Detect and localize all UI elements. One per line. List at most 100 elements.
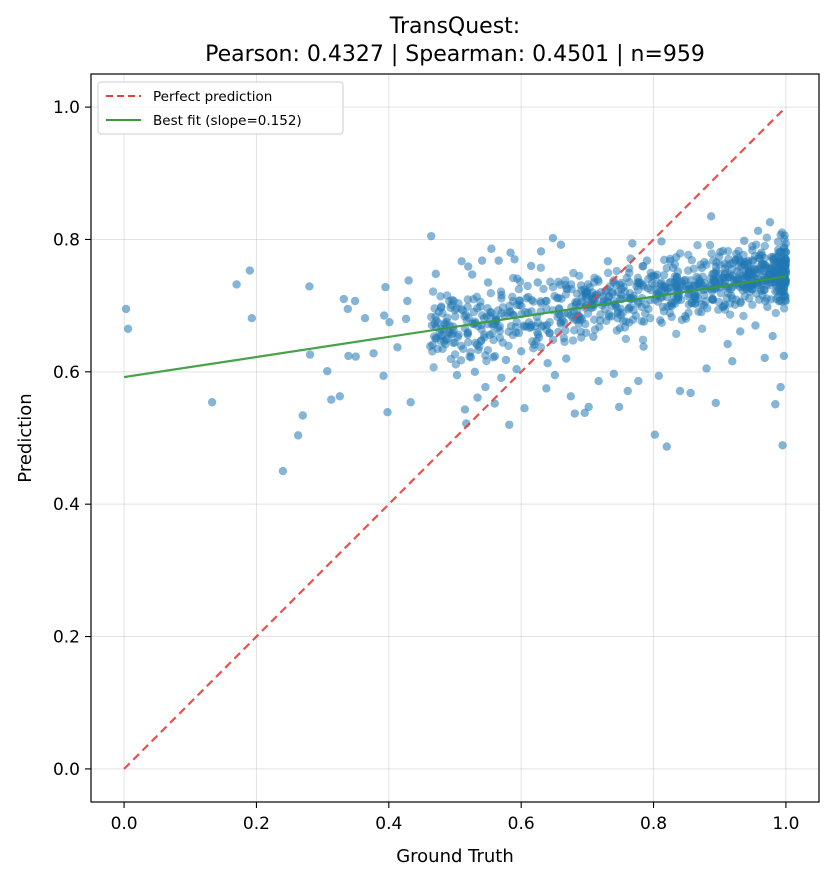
scatter-point-cluster-48: [451, 312, 460, 321]
scatter-point-100: [706, 212, 716, 221]
scatter-point-cluster-418: [714, 305, 723, 314]
x-axis-label: Ground Truth: [396, 846, 514, 867]
scatter-point-55: [506, 248, 515, 257]
scatter-point-3: [232, 280, 241, 289]
scatter-point-cluster-695: [773, 237, 783, 246]
scatter-point-18: [351, 352, 360, 361]
scatter-point-21: [379, 371, 388, 380]
scatter-point-105: [728, 357, 737, 366]
scatter-point-cluster-186: [705, 240, 715, 250]
scatter-point-cluster-751: [761, 263, 770, 272]
scatter-point-cluster-363: [702, 260, 711, 269]
scatter-point-cluster-791: [665, 283, 675, 293]
scatter-point-cluster-559: [497, 309, 506, 318]
scatter-point-cluster-553: [725, 310, 735, 319]
scatter-point-cluster-711: [698, 281, 707, 290]
scatter-point-cluster-209: [529, 344, 538, 353]
scatter-point-30: [406, 398, 415, 407]
scatter-point-cluster-666: [698, 272, 707, 281]
scatter-point-122: [779, 351, 789, 361]
scatter-point-cluster-727: [740, 292, 749, 301]
scatter-point-cluster-678: [567, 284, 576, 294]
scatter-point-121: [778, 441, 787, 450]
scatter-point-cluster-696: [541, 296, 550, 306]
x-axis-ticks: 0.0 0.2 0.4 0.6 0.8 1.0: [111, 802, 799, 834]
scatter-point-cluster-705: [498, 338, 507, 347]
scatter-point-80: [614, 402, 624, 412]
scatter-point-84: [634, 376, 643, 386]
scatter-point-cluster-680: [590, 273, 599, 283]
scatter-point-cluster-689: [527, 295, 536, 305]
scatter-point-33: [431, 269, 441, 279]
scatter-point-19: [360, 314, 370, 323]
scatter-point-cluster-769: [738, 271, 747, 281]
scatter-point-12: [327, 395, 336, 404]
scatter-point-cluster-749: [496, 287, 506, 296]
scatter-point-cluster-756: [760, 296, 770, 306]
scatter-point-cluster-605: [559, 333, 568, 343]
scatter-point-20: [369, 349, 378, 358]
scatter-point-cluster-824: [636, 278, 646, 288]
scatter-point-cluster-319: [655, 316, 665, 325]
y-tick-label-4: 0.8: [53, 230, 80, 250]
scatter-point-65: [543, 359, 552, 368]
scatter-point-88: [650, 430, 660, 439]
scatter-point-cluster-828: [604, 292, 614, 301]
scatter-point-cluster-317: [683, 266, 693, 275]
scatter-point-96: [686, 388, 695, 398]
scatter-point-cluster-653: [628, 315, 638, 324]
scatter-point-cluster-616: [665, 308, 675, 318]
scatter-point-cluster-551: [771, 308, 781, 318]
scatter-point-cluster-709: [428, 347, 437, 356]
scatter-point-cluster-599: [512, 317, 521, 327]
scatter-point-69: [561, 354, 571, 363]
scatter-point-cluster-830: [548, 282, 558, 292]
scatter-point-cluster-590: [665, 254, 675, 264]
scatter-point-cluster-777: [616, 290, 626, 300]
scatter-point-cluster-735: [457, 305, 466, 314]
y-tick-label-0: 0.0: [53, 760, 80, 780]
scatter-point-27: [401, 314, 411, 324]
scatter-point-cluster-813: [739, 258, 749, 267]
scatter-point-cluster-501: [434, 307, 444, 316]
scatter-point-6: [278, 466, 288, 476]
legend-box: [97, 81, 344, 135]
scatter-point-cluster-794: [596, 310, 605, 319]
scatter-point-cluster-795: [690, 281, 699, 290]
scatter-point-82: [623, 386, 632, 396]
scatter-point-cluster-761: [779, 304, 789, 313]
y-tick-label-5: 1.0: [53, 98, 80, 118]
scatter-point-cluster-800: [522, 322, 531, 331]
scatter-point-cluster-128: [536, 263, 546, 272]
scatter-point-cluster-570: [575, 271, 584, 280]
scatter-point-cluster-752: [609, 277, 618, 287]
scatter-point-28: [403, 296, 412, 306]
scatter-point-66: [548, 233, 558, 243]
scatter-point-120: [776, 382, 785, 392]
scatter-point-42: [468, 270, 477, 279]
scatter-point-cluster-221: [488, 329, 497, 338]
scatter-point-54: [505, 420, 514, 429]
scatter-point-cluster-392: [760, 241, 770, 251]
scatter-point-cluster-348: [508, 273, 518, 283]
scatter-point-62: [533, 278, 542, 287]
scatter-point-cluster-759: [643, 284, 653, 293]
scatter-point-cluster-577: [762, 233, 772, 242]
scatter-point-44: [473, 393, 482, 402]
scatter-point-78: [603, 257, 613, 266]
scatter-point-cluster-821: [774, 297, 784, 306]
y-axis-ticks: 0.0 0.2 0.4 0.6 0.8 1.0: [53, 98, 91, 780]
x-tick-label-4: 0.8: [640, 814, 667, 834]
scatter-point-64: [542, 384, 551, 393]
legend: Perfect prediction Best fit (slope=0.152…: [97, 81, 344, 135]
scatter-point-cluster-124: [697, 324, 707, 333]
scatter-point-cluster-596: [453, 332, 463, 342]
scatter-point-cluster-492: [777, 228, 787, 237]
scatter-point-cluster-796: [710, 276, 720, 285]
scatter-point-25: [385, 317, 394, 327]
scatter-point-cluster-560: [670, 299, 680, 308]
scatter-point-cluster-822: [436, 292, 445, 301]
scatter-point-cluster-832: [675, 249, 685, 258]
scatter-point-117: [768, 331, 777, 341]
scatter-point-116: [765, 218, 775, 227]
